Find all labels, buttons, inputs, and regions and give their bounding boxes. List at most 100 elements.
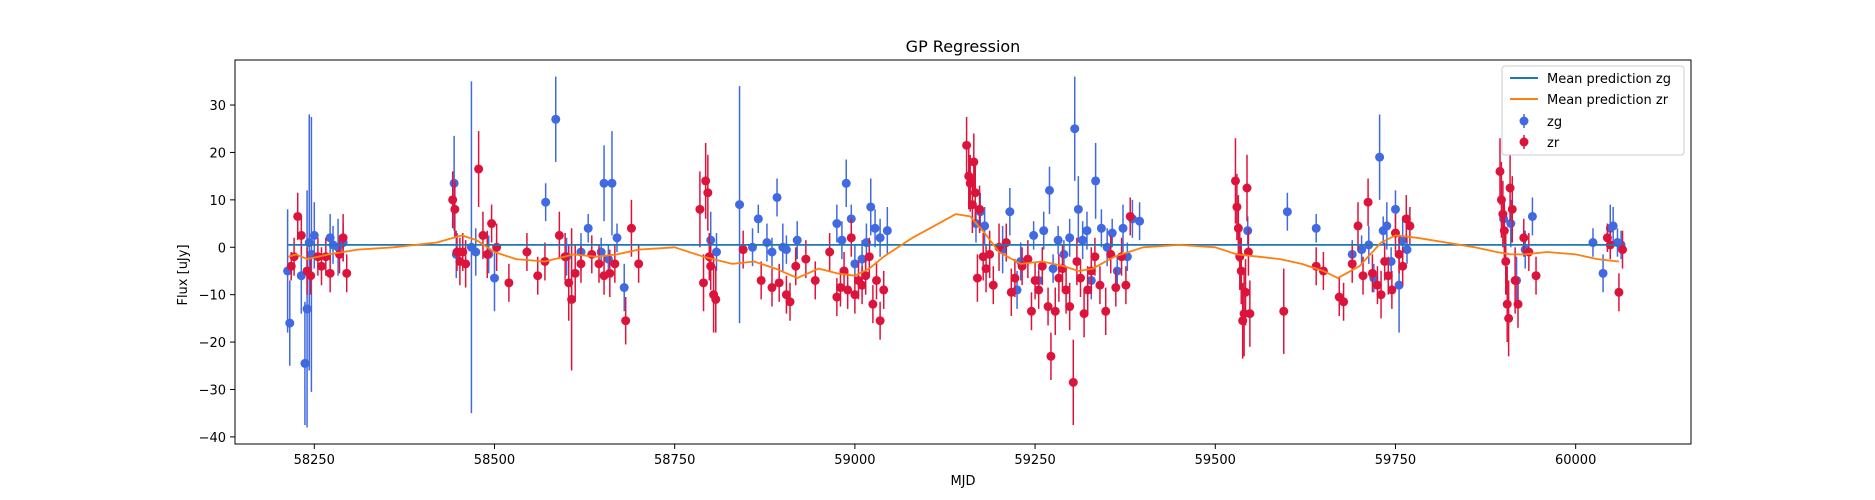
data-point-zr xyxy=(801,254,811,264)
data-point-zr xyxy=(1125,211,1135,221)
data-point-zr xyxy=(1376,290,1386,300)
x-tick-label: 59500 xyxy=(1195,453,1236,468)
data-point-zg xyxy=(1078,235,1088,245)
data-point-zr xyxy=(861,271,871,281)
data-point-zr xyxy=(1090,252,1100,262)
data-point-zg xyxy=(792,235,802,245)
y-axis-label: Flux [uJy] xyxy=(176,244,191,305)
data-point-zr xyxy=(554,230,564,240)
data-point-zg xyxy=(1135,216,1145,226)
data-point-zr xyxy=(1358,271,1368,281)
x-tick-label: 58500 xyxy=(474,453,515,468)
data-point-zr xyxy=(1614,287,1624,297)
data-point-zr xyxy=(1233,223,1243,233)
data-point-zg xyxy=(753,214,763,224)
data-point-zr xyxy=(846,233,856,243)
data-point-zr xyxy=(1339,297,1349,307)
data-point-zg xyxy=(1039,226,1049,236)
data-point-zg xyxy=(841,178,851,188)
data-point-zr xyxy=(756,275,766,285)
data-point-zr xyxy=(703,188,713,198)
data-point-zr xyxy=(1006,287,1016,297)
data-point-zg xyxy=(1107,228,1117,238)
data-point-zr xyxy=(626,223,636,233)
data-point-zr xyxy=(293,211,303,221)
data-point-zr xyxy=(594,259,604,269)
data-point-zg xyxy=(980,221,990,231)
data-point-zg xyxy=(781,245,791,255)
data-point-zg xyxy=(1506,219,1516,229)
x-tick-label: 58250 xyxy=(294,453,335,468)
data-point-zg xyxy=(471,247,481,257)
data-point-zr xyxy=(342,268,352,278)
data-point-zr xyxy=(1502,299,1512,309)
data-point-zr xyxy=(970,188,980,198)
data-point-zr xyxy=(1242,183,1252,193)
axis-ticks: 58250 58500 58750 59000 59250 59500 59750 60000… xyxy=(199,99,1597,468)
data-point-zr xyxy=(1023,254,1033,264)
plot-area xyxy=(283,76,1628,428)
legend-zg-label: zg xyxy=(1547,115,1562,130)
data-point-zr xyxy=(1505,183,1515,193)
data-point-zr xyxy=(1079,309,1089,319)
data-point-zr xyxy=(1394,249,1404,259)
data-point-zr xyxy=(1380,256,1390,266)
data-point-zr xyxy=(576,259,586,269)
x-tick-label: 59000 xyxy=(834,453,875,468)
data-point-zg xyxy=(1065,233,1075,243)
data-point-zg xyxy=(1357,245,1367,255)
y-tick-label: −20 xyxy=(199,336,226,351)
data-point-zg xyxy=(489,273,499,283)
series-zr xyxy=(286,116,1628,426)
data-point-zr xyxy=(879,285,889,295)
data-point-zg xyxy=(1029,230,1039,240)
legend-zr-line-label: Mean prediction zr xyxy=(1547,93,1669,108)
data-point-zg xyxy=(1527,211,1537,221)
data-point-zr xyxy=(1026,306,1036,316)
data-point-zr xyxy=(474,164,484,174)
data-point-zr xyxy=(1498,209,1508,219)
x-axis-label: MJD xyxy=(950,474,975,489)
data-point-zg xyxy=(1311,223,1321,233)
data-point-zr xyxy=(1030,275,1040,285)
data-point-zg xyxy=(1598,268,1608,278)
data-point-zg xyxy=(857,254,867,264)
data-point-zr xyxy=(850,290,860,300)
data-point-zr xyxy=(1372,280,1382,290)
data-point-zr xyxy=(1083,285,1093,295)
data-point-zr xyxy=(1054,273,1064,283)
data-point-zr xyxy=(988,280,998,290)
data-point-zg xyxy=(302,304,312,314)
data-point-zr xyxy=(1383,271,1393,281)
data-point-zr xyxy=(825,247,835,257)
data-point-zr xyxy=(296,230,306,240)
data-point-zg xyxy=(832,219,842,229)
data-point-zr xyxy=(701,176,711,186)
y-tick-label: −10 xyxy=(199,289,226,304)
data-point-zr xyxy=(1519,233,1529,243)
data-point-zr xyxy=(448,195,458,205)
data-point-zr xyxy=(864,252,874,262)
data-point-zr xyxy=(1241,287,1251,297)
data-point-zg xyxy=(706,235,716,245)
data-point-zr xyxy=(1037,261,1047,271)
data-point-zg xyxy=(1608,221,1618,231)
data-point-zg xyxy=(1073,204,1083,214)
data-point-zr xyxy=(1068,377,1078,387)
data-point-zg xyxy=(767,247,777,257)
data-point-zg xyxy=(1118,223,1128,233)
y-tick-label: −30 xyxy=(199,383,226,398)
data-point-zr xyxy=(610,259,620,269)
legend: Mean prediction zg Mean prediction zr zg… xyxy=(1501,65,1685,156)
data-point-zr xyxy=(482,249,492,259)
data-point-zr xyxy=(1101,306,1111,316)
data-point-zg xyxy=(1044,185,1054,195)
data-point-zr xyxy=(791,261,801,271)
legend-zg-marker xyxy=(1519,116,1529,126)
data-point-zr xyxy=(1065,302,1075,312)
data-point-zr xyxy=(1513,299,1523,309)
data-point-zr xyxy=(1507,204,1517,214)
data-point-zr xyxy=(450,204,460,214)
data-point-zg xyxy=(882,226,892,236)
data-point-zg xyxy=(1053,235,1063,245)
